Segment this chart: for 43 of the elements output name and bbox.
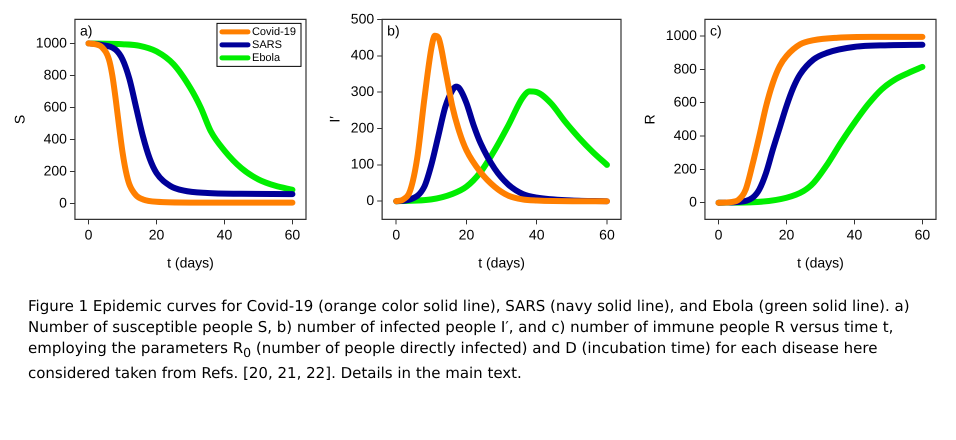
x-tick-label: 0 [84, 226, 93, 243]
y-tick-label: 0 [59, 194, 68, 210]
y-tick-label: 400 [674, 126, 698, 143]
annotation: a) [80, 22, 92, 38]
legend-label: SARS [252, 38, 282, 51]
x-tick-label: 60 [914, 226, 930, 243]
y-tick-label: 1000 [36, 34, 68, 50]
y-tick-label: 400 [350, 46, 374, 63]
y-tick-label: 0 [366, 192, 374, 208]
caption: Figure 1 Epidemic curves for Covid-19 (orange color solid line), SARS (navy solid line), and Ebola (green solid line). a) Number of susceptible people S, b) number of infected people I′, and c) number of immune people R versus time t, employing the parameters R$_{0}$ (number of people directly infected) and D (incubation time) for each disease here considered taken from Refs. [20, 21, 22]. Details in the main text. [27, 296, 911, 384]
y-tick-label: 0 [689, 194, 698, 210]
y-tick-label: 200 [350, 119, 374, 136]
y-axis-title: S [11, 114, 28, 124]
y-tick-label: 800 [674, 60, 698, 76]
x-tick-label: 60 [599, 226, 615, 243]
y-tick-label: 200 [674, 160, 698, 176]
x-axis-title: t (days) [167, 254, 214, 270]
x-tick-label: 40 [846, 226, 862, 243]
y-tick-label: 600 [674, 94, 698, 110]
y-tick-label: 400 [44, 130, 68, 146]
y-tick-label: 800 [44, 66, 68, 82]
legend-label: Covid-19 [252, 26, 296, 38]
x-tick-label: 20 [148, 226, 164, 243]
x-tick-label: 40 [216, 226, 232, 243]
x-tick-label: 0 [392, 226, 400, 243]
y-axis-title: I′ [326, 116, 342, 123]
x-tick-label: 0 [714, 226, 723, 243]
x-axis-title: t (days) [797, 254, 844, 270]
x-tick-label: 20 [778, 226, 794, 243]
x-tick-label: 20 [458, 226, 474, 243]
x-axis-title: t (days) [478, 254, 525, 270]
y-tick-label: 1000 [666, 26, 698, 43]
x-tick-label: 60 [284, 226, 300, 243]
legend-label: Ebola [252, 52, 281, 64]
annotation: b) [387, 22, 400, 38]
y-axis-title: R [641, 114, 658, 124]
y-tick-label: 300 [350, 82, 374, 99]
x-tick-label: 40 [528, 226, 545, 243]
y-tick-label: 500 [350, 10, 374, 26]
annotation: c) [710, 22, 722, 38]
y-tick-label: 200 [44, 162, 68, 178]
y-tick-label: 100 [350, 156, 374, 172]
y-tick-label: 600 [44, 98, 68, 114]
